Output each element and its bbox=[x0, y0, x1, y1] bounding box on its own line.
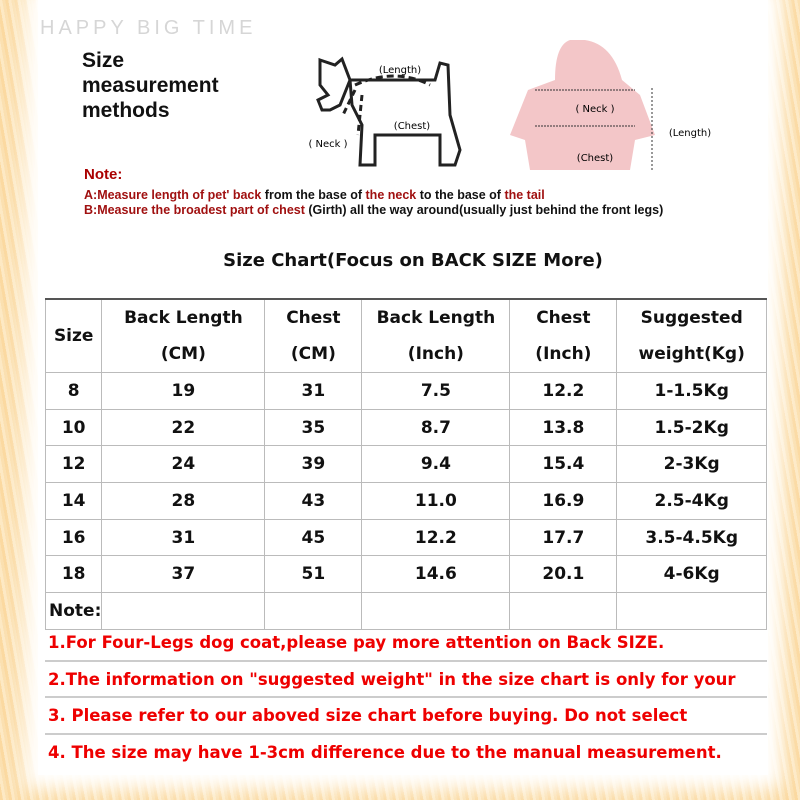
table-cell: Chest (CM) bbox=[264, 298, 363, 373]
table-cell bbox=[361, 592, 511, 630]
note-item: 2.The information on "suggested weight" … bbox=[45, 662, 767, 698]
note-text: the broadest part of chest bbox=[151, 203, 305, 217]
note-item: 4. The size may have 1-3cm difference du… bbox=[48, 742, 722, 762]
note-text: A:Measure bbox=[84, 188, 152, 202]
table-cell: 14 bbox=[44, 482, 103, 520]
neck-label: ( Neck ) bbox=[575, 104, 614, 115]
table-cell: 24 bbox=[101, 445, 266, 484]
table-cell: 2.5-4Kg bbox=[616, 482, 767, 520]
table-cell bbox=[101, 592, 266, 630]
table-cell: 51 bbox=[264, 555, 363, 594]
table-header-row: Size Back Length (CM) Chest (CM) Back Lengt… bbox=[44, 298, 767, 373]
table-cell: 31 bbox=[264, 372, 363, 410]
note-text: (Girth) all the way around(usually just … bbox=[304, 203, 664, 217]
note-text: from the base of bbox=[261, 188, 366, 202]
table-cell: 16 bbox=[44, 518, 103, 557]
size-table: Size Back Length (CM) Chest (CM) Back Lengt… bbox=[44, 298, 767, 630]
table-cell: 2-3Kg bbox=[616, 445, 767, 484]
table-cell: 15.4 bbox=[509, 445, 618, 484]
table-cell: 43 bbox=[264, 482, 363, 520]
chest-label: (Chest) bbox=[577, 153, 614, 164]
notes-list: 1.For Four-Legs dog coat,please pay more… bbox=[45, 625, 767, 771]
note-text: length of pet' back bbox=[151, 188, 262, 202]
table-cell: 8.7 bbox=[361, 408, 511, 447]
table-note-row: Note: bbox=[44, 592, 767, 630]
note-text: to the base of bbox=[416, 188, 505, 202]
note-a: A:Measure length of pet' back from the b… bbox=[84, 188, 724, 203]
table-cell: 28 bbox=[101, 482, 266, 520]
table-cell: 14.6 bbox=[361, 555, 511, 594]
neck-label: ( Neck ) bbox=[308, 139, 347, 150]
table-cell: 13.8 bbox=[509, 408, 618, 447]
table-cell: 4-6Kg bbox=[616, 555, 767, 594]
note-item: 3. Please refer to our aboved size chart… bbox=[45, 698, 767, 735]
table-row: 14 28 43 11.0 16.9 2.5-4Kg bbox=[44, 482, 767, 520]
table-cell: 17.7 bbox=[509, 518, 618, 557]
table-cell: Size bbox=[44, 298, 103, 373]
table-row: 10 22 35 8.7 13.8 1.5-2Kg bbox=[44, 408, 767, 447]
table-cell: 31 bbox=[101, 518, 266, 557]
note-text: the tail bbox=[504, 188, 545, 202]
table-row: 16 31 45 12.2 17.7 3.5-4.5Kg bbox=[44, 518, 767, 557]
table-row: 8 19 31 7.5 12.2 1-1.5Kg bbox=[44, 372, 767, 410]
table-cell: Back Length (CM) bbox=[101, 298, 266, 373]
table-cell: 12 bbox=[44, 445, 103, 484]
table-cell: 22 bbox=[101, 408, 266, 447]
table-cell bbox=[616, 592, 767, 630]
table-cell: Chest (Inch) bbox=[509, 298, 618, 373]
note-item: 1.For Four-Legs dog coat,please pay more… bbox=[45, 625, 767, 662]
table-cell: 8 bbox=[44, 372, 103, 410]
table-cell: 37 bbox=[101, 555, 266, 594]
table-cell: Suggested weight(Kg) bbox=[616, 298, 767, 373]
table-cell: 1.5-2Kg bbox=[616, 408, 767, 447]
table-cell: 16.9 bbox=[509, 482, 618, 520]
title-line: methods bbox=[82, 99, 170, 122]
note-text: the neck bbox=[365, 188, 417, 202]
title-line: measurement bbox=[82, 74, 219, 97]
table-cell: 9.4 bbox=[361, 445, 511, 484]
note-b: B:Measure the broadest part of chest (Gi… bbox=[84, 203, 724, 218]
table-cell: 3.5-4.5Kg bbox=[616, 518, 767, 557]
page-title: Size measurement methods bbox=[82, 48, 219, 123]
table-cell: Back Length (Inch) bbox=[361, 298, 511, 373]
table-cell: 19 bbox=[101, 372, 266, 410]
measure-notes: A:Measure length of pet' back from the b… bbox=[84, 188, 724, 218]
table-cell: 1-1.5Kg bbox=[616, 372, 767, 410]
table-cell: 35 bbox=[264, 408, 363, 447]
watermark: HAPPY BIG TIME bbox=[40, 17, 257, 39]
table-cell: 39 bbox=[264, 445, 363, 484]
table-cell: 10 bbox=[44, 408, 103, 447]
table-row: 12 24 39 9.4 15.4 2-3Kg bbox=[44, 445, 767, 484]
title-line: Size bbox=[82, 49, 125, 72]
table-cell: 18 bbox=[44, 555, 103, 594]
table-cell: Note: bbox=[44, 592, 103, 630]
table-row: 18 37 51 14.6 20.1 4-6Kg bbox=[44, 555, 767, 594]
table-cell: 20.1 bbox=[509, 555, 618, 594]
size-chart-title: Size Chart(Focus on BACK SIZE More) bbox=[223, 250, 603, 271]
table-cell: 45 bbox=[264, 518, 363, 557]
table-cell: 12.2 bbox=[509, 372, 618, 410]
table-cell: 7.5 bbox=[361, 372, 511, 410]
note-text: B:Measure bbox=[84, 203, 152, 217]
table-cell bbox=[509, 592, 618, 630]
length-label: (Length) bbox=[669, 128, 711, 139]
chest-label: (Chest) bbox=[394, 121, 431, 132]
length-label: (Length) bbox=[379, 65, 421, 76]
dog-diagram: (Length) (Chest) ( Neck ) bbox=[308, 56, 462, 167]
table-cell: 12.2 bbox=[361, 518, 511, 557]
table-cell: 11.0 bbox=[361, 482, 511, 520]
table-cell bbox=[264, 592, 363, 630]
note-heading: Note: bbox=[84, 166, 123, 183]
hoodie-diagram: ( Neck ) (Chest) (Length) bbox=[510, 40, 711, 172]
